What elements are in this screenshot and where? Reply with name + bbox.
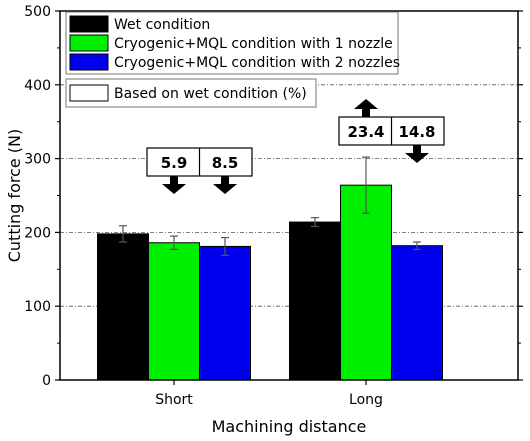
arrow-down-icon [213, 176, 237, 194]
legend: Wet condition Cryogenic+MQL condition wit… [65, 11, 400, 108]
bar [199, 245, 251, 381]
annotations: 5.9 8.5 23.4 14.8 [146, 99, 445, 194]
arrow-down-icon [405, 145, 429, 163]
bar [340, 184, 392, 381]
legend-swatch [69, 53, 109, 71]
x-tick-label: Long [349, 392, 383, 408]
arrow-down-icon [162, 176, 186, 194]
legend-label: Cryogenic+MQL condition with 2 nozzles [114, 55, 400, 71]
annotation-label: 5.9 [161, 154, 188, 172]
legend-label: Wet condition [114, 17, 210, 33]
arrow-up-icon [354, 99, 378, 117]
legend-swatch [69, 34, 109, 52]
x-axis-label: Machining distance [212, 417, 367, 436]
x-axis: Short Long [155, 380, 383, 408]
legend-note-swatch [69, 84, 109, 102]
y-tick-label: 100 [24, 299, 51, 315]
y-tick-label: 300 [24, 152, 51, 168]
legend-box [65, 11, 399, 75]
legend-note-label: Based on wet condition (%) [114, 86, 307, 102]
error-bars [119, 156, 421, 256]
bars [97, 184, 443, 381]
annotation-label: 23.4 [347, 123, 384, 141]
annotation-label: 14.8 [398, 123, 435, 141]
legend-swatch [69, 15, 109, 33]
y-tick-label: 200 [24, 225, 51, 241]
y-axis-label: Cutting force (N) [5, 129, 24, 263]
bar [391, 245, 443, 381]
bar [97, 233, 149, 381]
annotation-label: 8.5 [212, 154, 239, 172]
y-axis: 0 100 200 300 400 500 [24, 4, 523, 389]
bar [148, 242, 200, 381]
bar [289, 221, 341, 381]
y-tick-label: 500 [24, 4, 51, 20]
x-tick-label: Short [155, 392, 193, 408]
legend-label: Cryogenic+MQL condition with 1 nozzle [114, 36, 393, 52]
y-tick-label: 0 [42, 373, 51, 389]
y-tick-label: 400 [24, 78, 51, 94]
